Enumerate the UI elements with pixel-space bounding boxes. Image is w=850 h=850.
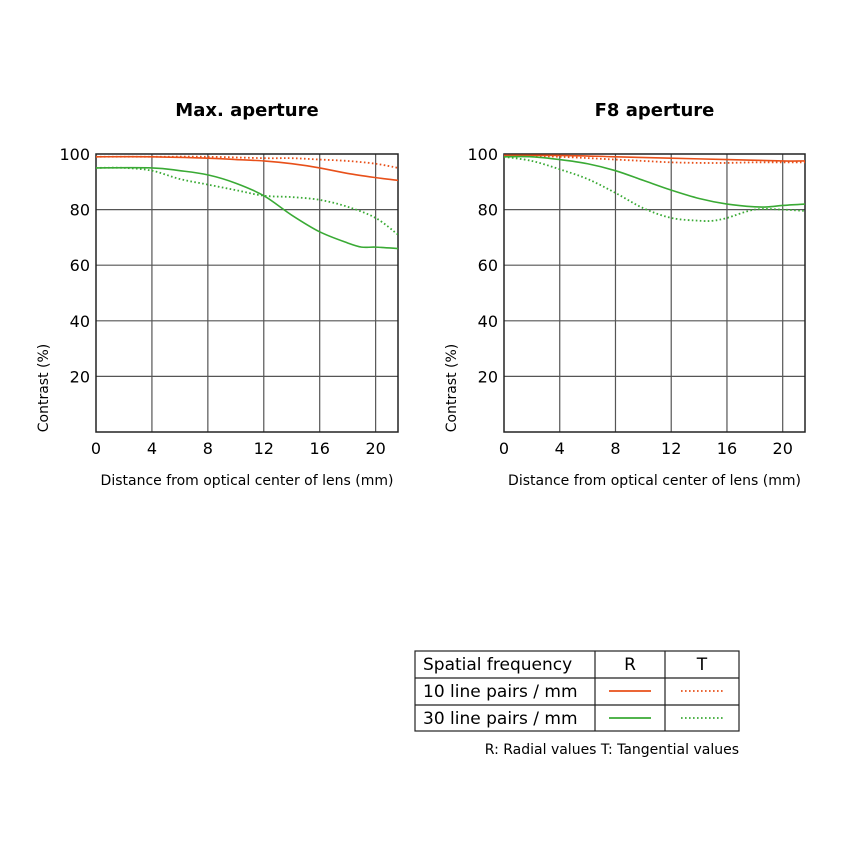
y-tick-label: 100 [467,145,498,164]
chart-title: Max. aperture [175,100,318,121]
x-tick-label: 4 [147,439,157,458]
y-tick-label: 100 [59,145,90,164]
x-tick-label: 20 [365,439,385,458]
chart-1: Max. aperture 0 4 8 12 16 20 20 40 60 80 100 Distanc… [36,100,399,489]
legend-table: Spatial frequency R T 10 line pairs / mm 30 … [414,650,740,758]
x-axis-label: Distance from optical center of lens (mm… [508,473,801,489]
x-tick-label: 0 [499,439,509,458]
chart-title: F8 aperture [595,100,715,121]
legend-note: R: Radial values T: Tangential values [485,742,739,758]
x-tick-label: 12 [254,439,274,458]
y-tick-label: 40 [478,312,498,331]
x-axis-label: Distance from optical center of lens (mm… [101,473,394,489]
y-tick-label: 80 [70,201,90,220]
series-line-30-line-pairs-mm-t [504,155,805,222]
series-line-10-line-pairs-mm-t [504,154,805,164]
y-axis-label: Contrast (%) [444,344,460,433]
legend-row-label: 10 line pairs / mm [423,682,578,702]
x-tick-label: 8 [203,439,213,458]
series-line-10-line-pairs-mm-t [96,155,398,169]
legend-header-r: R [624,655,636,675]
y-tick-label: 60 [478,256,498,275]
series-line-30-line-pairs-mm-t [96,166,398,236]
x-tick-label: 8 [610,439,620,458]
x-tick-label: 0 [91,439,101,458]
y-axis-label: Contrast (%) [36,344,52,433]
y-tick-label: 60 [70,256,90,275]
series-line-30-line-pairs-mm-r [504,155,805,208]
series-line-30-line-pairs-mm-r [96,166,398,250]
x-tick-label: 16 [717,439,737,458]
y-tick-label: 80 [478,201,498,220]
legend-row-label: 30 line pairs / mm [423,709,578,729]
legend-header-t: T [696,655,708,675]
series-line-10-line-pairs-mm-r [504,154,805,162]
x-tick-label: 20 [773,439,793,458]
y-tick-label: 20 [70,367,90,386]
y-tick-label: 40 [70,312,90,331]
series-line-10-line-pairs-mm-r [96,155,398,182]
x-tick-label: 4 [555,439,565,458]
legend-border [414,650,740,732]
plot-frame [503,153,806,433]
chart-2: F8 aperture 0 4 8 12 16 20 20 40 60 80 100 Distance … [444,100,806,489]
x-tick-label: 12 [661,439,681,458]
legend-header-label: Spatial frequency [423,655,572,675]
plot-frame [95,153,399,433]
x-tick-label: 16 [310,439,330,458]
y-tick-label: 20 [478,367,498,386]
